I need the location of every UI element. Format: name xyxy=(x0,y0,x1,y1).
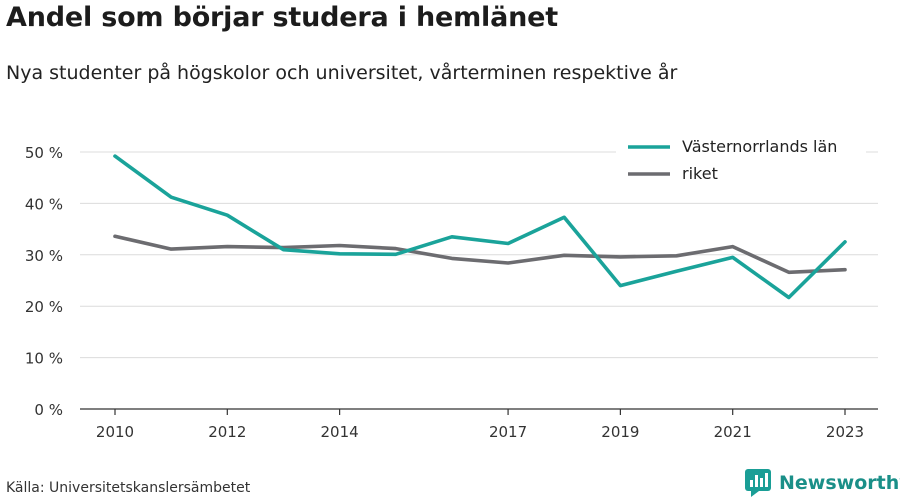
y-tick-label: 30 % xyxy=(25,247,63,265)
series-line-västernorrlands-län xyxy=(113,154,847,300)
source-note: Källa: Universitetskanslersämbetet xyxy=(6,480,251,496)
x-tick-label: 2014 xyxy=(321,423,359,441)
x-tick-label: 2012 xyxy=(208,423,246,441)
chart-subtitle: Nya studenter på högskolor och universit… xyxy=(6,62,678,84)
newsworthy-logo: Newsworthy xyxy=(745,468,900,498)
legend: Västernorrlands län riket xyxy=(616,130,866,192)
x-tick-label: 2021 xyxy=(714,423,752,441)
x-axis: 2010 2012 2014 2017 2019 2021 2023 xyxy=(80,408,878,441)
series-line-riket xyxy=(113,234,847,275)
bar-chart-logo-icon xyxy=(745,469,771,497)
series-lines xyxy=(113,154,847,300)
line-chart: 0 % 10 % 20 % 30 % 40 % 50 % 2010 2012 2014 2017… xyxy=(24,130,878,441)
legend-label: riket xyxy=(682,164,718,183)
y-tick-label: 10 % xyxy=(25,350,63,368)
y-tick-label: 50 % xyxy=(25,144,63,162)
chart-title: Andel som börjar studera i hemlänet xyxy=(6,2,558,33)
grid-lines xyxy=(80,151,878,359)
y-tick-label: 20 % xyxy=(25,298,63,316)
y-tick-label: 0 % xyxy=(34,401,63,419)
legend-label: Västernorrlands län xyxy=(682,137,837,156)
y-tick-label: 40 % xyxy=(25,195,63,213)
brand-name: Newsworthy xyxy=(779,472,900,494)
x-tick-label: 2023 xyxy=(826,423,864,441)
x-tick-label: 2019 xyxy=(601,423,639,441)
legend-background xyxy=(616,130,866,192)
y-axis-ticks: 0 % 10 % 20 % 30 % 40 % 50 % xyxy=(25,144,63,419)
x-tick-label: 2017 xyxy=(489,423,527,441)
x-tick-label: 2010 xyxy=(96,423,134,441)
